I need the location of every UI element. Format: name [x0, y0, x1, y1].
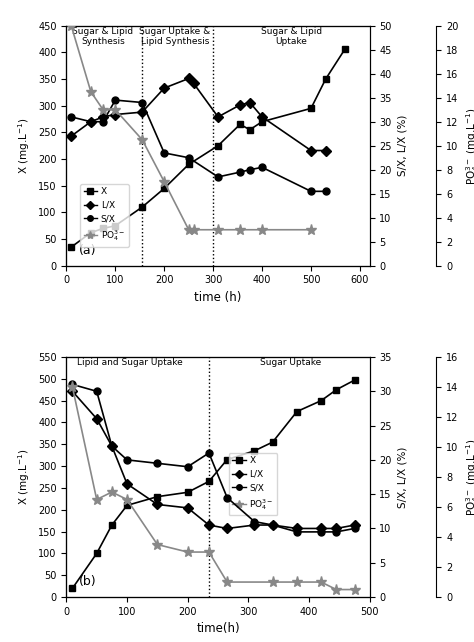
Y-axis label: PO$_4^{3-}$ (mg.L$^{-1}$): PO$_4^{3-}$ (mg.L$^{-1}$) — [464, 107, 474, 184]
Text: Sugar Uptake: Sugar Uptake — [260, 358, 321, 367]
Y-axis label: S/X, L/X (%): S/X, L/X (%) — [398, 446, 408, 508]
X-axis label: time (h): time (h) — [194, 291, 242, 304]
X-axis label: time(h): time(h) — [196, 622, 240, 636]
Legend: X, L/X, S/X, PO$_4^{3-}$: X, L/X, S/X, PO$_4^{3-}$ — [80, 184, 129, 247]
Text: (a): (a) — [79, 244, 96, 257]
Text: Sugar Uptake &
Lipid Synthesis: Sugar Uptake & Lipid Synthesis — [139, 27, 210, 46]
Y-axis label: X (mg.L$^{-1}$): X (mg.L$^{-1}$) — [17, 449, 32, 505]
Y-axis label: X (mg.L$^{-1}$): X (mg.L$^{-1}$) — [17, 117, 32, 174]
Y-axis label: PO$_4^{3-}$ (mg.L$^{-1}$): PO$_4^{3-}$ (mg.L$^{-1}$) — [464, 438, 474, 516]
Y-axis label: S/X, L/X (%): S/X, L/X (%) — [398, 115, 408, 177]
Text: (b): (b) — [79, 575, 96, 588]
Text: Sugar & Lipid
Synthesis: Sugar & Lipid Synthesis — [73, 27, 134, 46]
Legend: X, L/X, S/X, PO$_4^{3-}$: X, L/X, S/X, PO$_4^{3-}$ — [228, 453, 277, 516]
Text: Lipid and Sugar Uptake: Lipid and Sugar Uptake — [77, 358, 183, 367]
Text: Sugar & Lipid
Uptake: Sugar & Lipid Uptake — [261, 27, 322, 46]
